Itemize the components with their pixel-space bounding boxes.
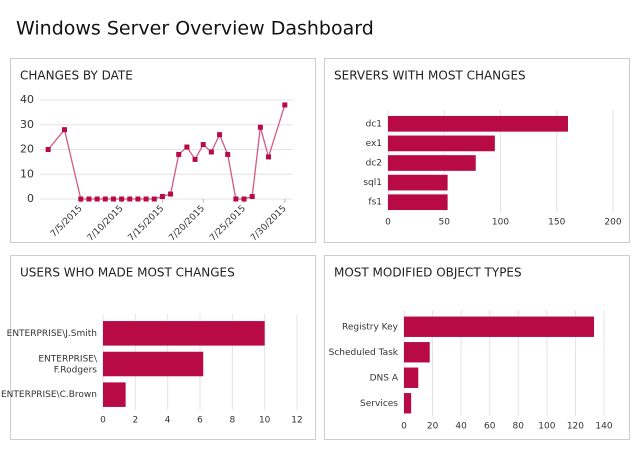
bar	[388, 115, 568, 132]
point	[184, 144, 190, 150]
point	[102, 196, 108, 202]
x-tick-label: 200	[604, 218, 621, 228]
x-tick-label: 100	[538, 422, 555, 432]
bar	[388, 174, 448, 191]
point	[168, 191, 174, 197]
point	[241, 196, 247, 202]
panel	[10, 58, 316, 243]
x-tick-label: 140	[595, 422, 612, 432]
y-tick-label: 40	[20, 93, 34, 106]
x-tick-label: 10	[259, 416, 271, 426]
point	[94, 196, 100, 202]
bar	[103, 382, 126, 407]
chart-title: SERVERS WITH MOST CHANGES	[334, 69, 526, 83]
point	[143, 196, 149, 202]
point	[119, 196, 125, 202]
y-tick-label: 30	[20, 118, 34, 131]
chart-title: CHANGES BY DATE	[20, 69, 133, 83]
chart-title: MOST MODIFIED OBJECT TYPES	[334, 266, 522, 280]
bar	[404, 342, 430, 363]
point	[127, 196, 133, 202]
panel	[324, 255, 630, 440]
y-tick-label: Services	[360, 399, 398, 409]
point	[86, 196, 92, 202]
bar	[388, 155, 476, 171]
page-title: Windows Server Overview Dashboard	[16, 18, 374, 40]
point	[61, 127, 67, 133]
x-tick-label: 50	[439, 218, 451, 228]
x-tick-label: 150	[548, 218, 565, 228]
y-tick-label: 20	[20, 143, 34, 156]
y-tick-label: ENTERPRISE\C.Brown	[1, 390, 97, 400]
y-tick-label: 10	[20, 167, 34, 180]
x-tick-label: 2	[132, 416, 138, 426]
chart-title: USERS WHO MADE MOST CHANGES	[20, 266, 235, 280]
point	[257, 124, 263, 130]
bar	[103, 321, 265, 346]
y-tick-label: dc1	[366, 119, 382, 129]
x-tick-label: 6	[197, 416, 203, 426]
bar	[404, 393, 412, 414]
panel	[10, 255, 316, 440]
x-tick-label: 80	[513, 422, 525, 432]
bar	[103, 351, 204, 377]
bar	[404, 367, 419, 388]
x-tick-label: 20	[427, 422, 439, 432]
y-tick-label: DNS A	[370, 373, 399, 383]
bar	[404, 316, 594, 337]
x-tick-label: 8	[229, 416, 235, 426]
y-tick-label: 0	[27, 192, 34, 205]
point	[45, 147, 51, 152]
point	[110, 196, 116, 202]
point	[225, 151, 231, 157]
bar	[388, 135, 495, 152]
y-tick-label: ENTERPRISE\ F.Rodgers	[38, 354, 98, 375]
y-tick-label: Scheduled Task	[329, 348, 399, 358]
point	[78, 196, 84, 202]
y-tick-label: fs1	[368, 198, 382, 208]
x-tick-label: 60	[484, 422, 496, 432]
x-tick-label: 12	[291, 416, 302, 426]
x-tick-label: 0	[100, 416, 106, 426]
x-tick-label: 0	[401, 422, 407, 432]
point	[151, 196, 157, 202]
point	[266, 154, 272, 160]
x-tick-label: 4	[165, 416, 171, 426]
y-tick-label: sql1	[363, 178, 382, 188]
point	[208, 149, 214, 155]
point	[176, 151, 182, 157]
y-tick-label: dc2	[366, 159, 382, 169]
point	[159, 194, 165, 200]
y-tick-label: ex1	[366, 139, 382, 149]
point	[249, 194, 255, 200]
point	[282, 102, 288, 108]
point	[217, 132, 223, 138]
x-tick-label: 40	[455, 422, 467, 432]
x-tick-label: 120	[567, 422, 584, 432]
x-tick-label: 0	[385, 218, 391, 228]
y-tick-label: Registry Key	[342, 322, 399, 332]
bar	[388, 194, 448, 211]
point	[200, 142, 206, 148]
point	[233, 196, 239, 202]
y-tick-label: ENTERPRISE\J.Smith	[7, 329, 97, 339]
point	[135, 196, 141, 202]
x-tick-label: 100	[492, 218, 509, 228]
point	[192, 156, 198, 162]
